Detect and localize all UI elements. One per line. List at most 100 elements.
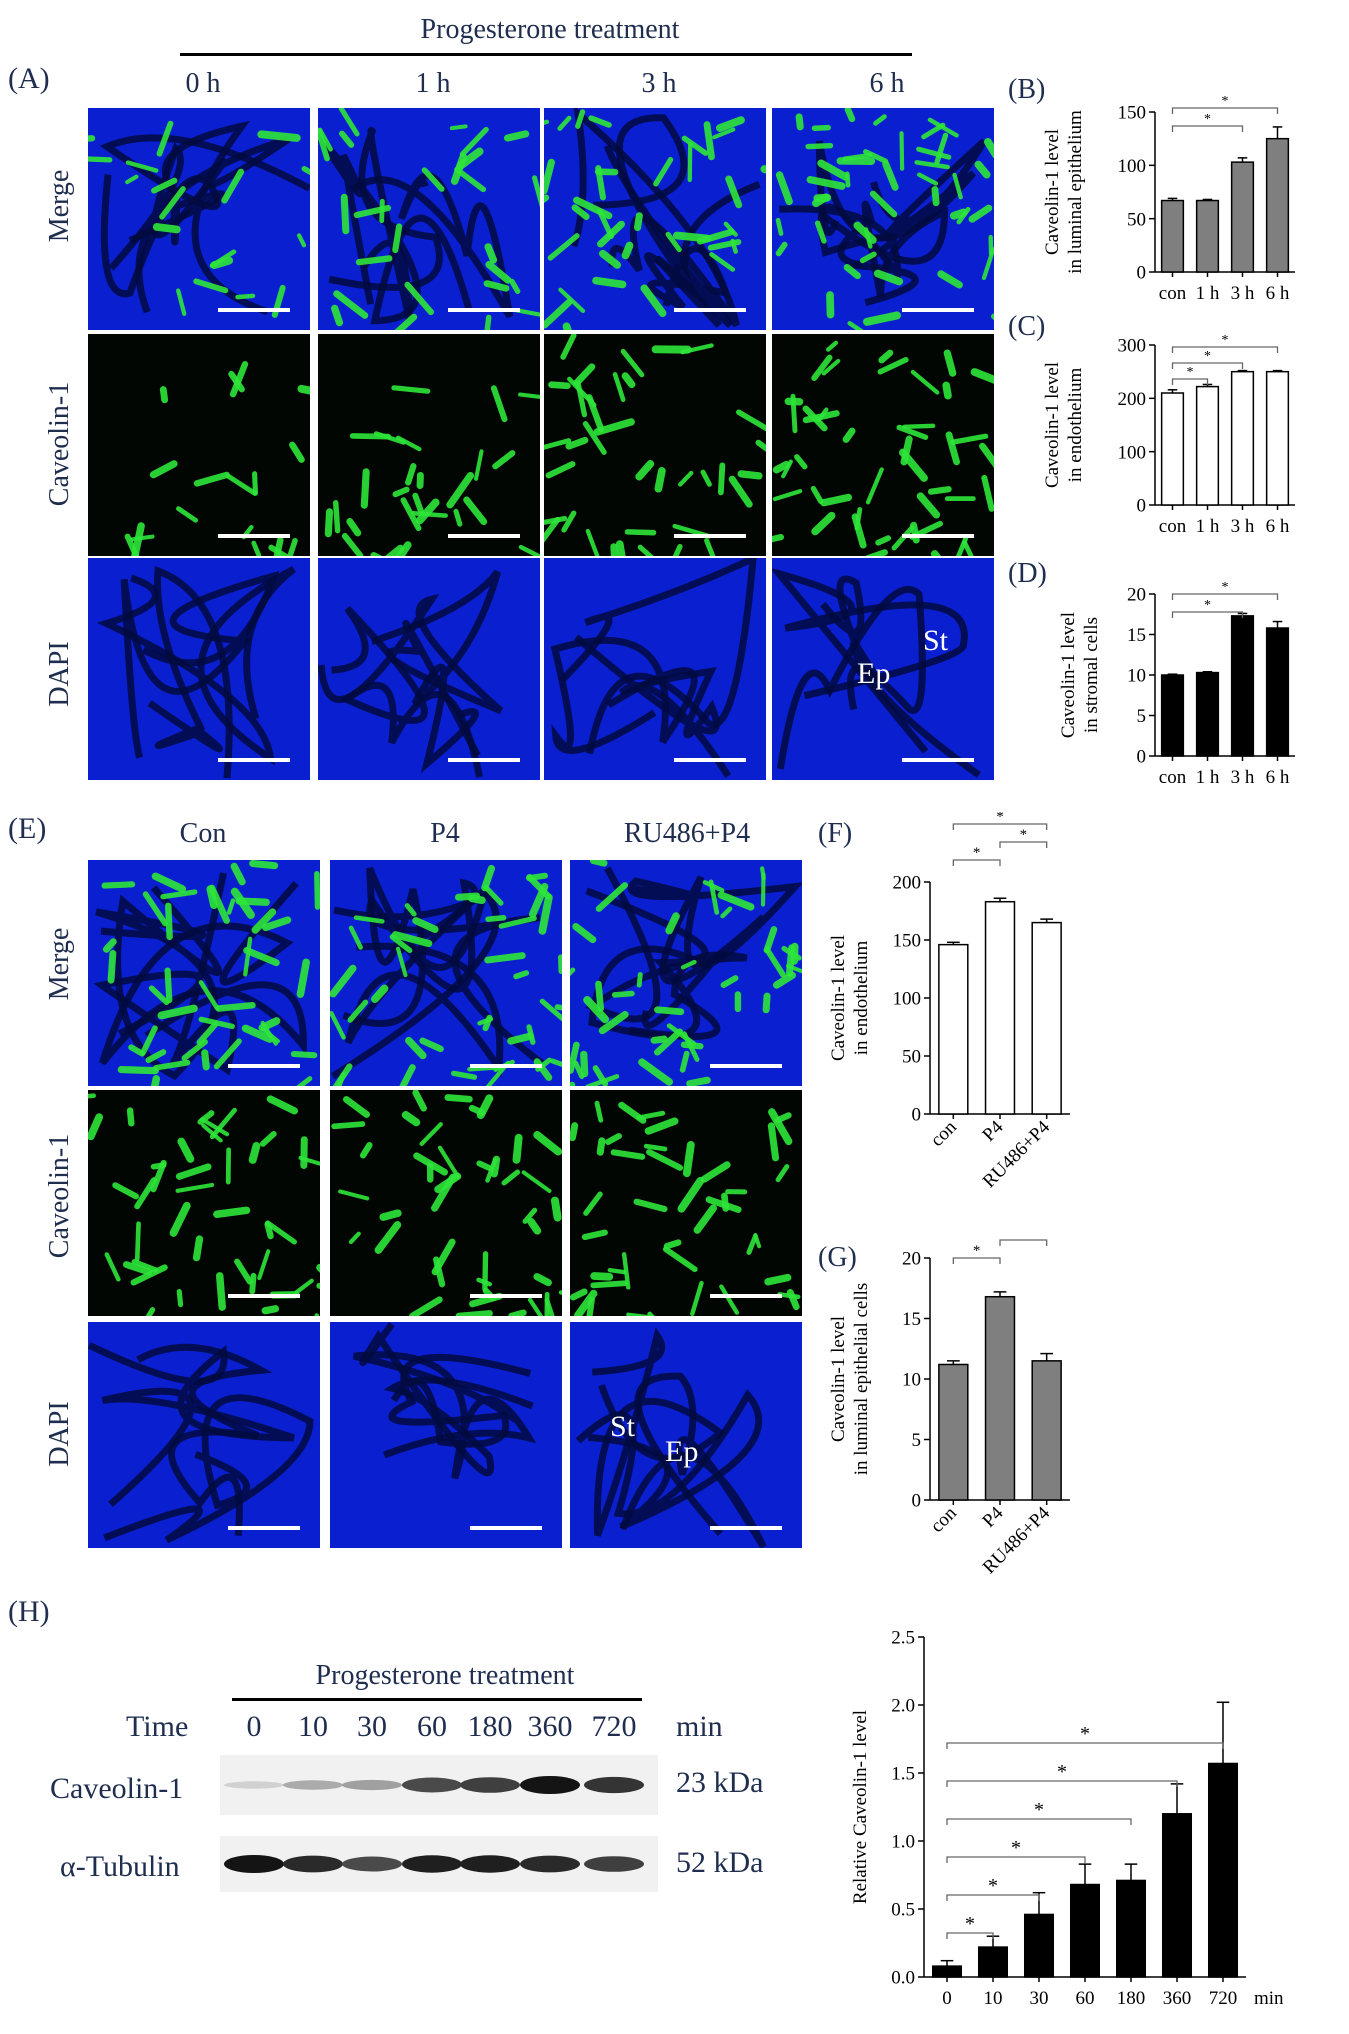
significance-star: * [1011,1837,1021,1859]
y-tick-label: 5 [912,1430,922,1451]
significance-star: * [1204,598,1211,613]
y-tick-label: 200 [1118,389,1147,410]
x-tick-label: 6 h [1266,283,1290,304]
panel-a-ep-label: Ep [857,657,891,690]
panel-a-col-3h: 3 h [641,68,677,99]
bar-1 h [1195,671,1220,757]
time-label-0: 0 [246,1710,262,1743]
y-tick-label: 2.5 [891,1628,915,1649]
panel-e-tile-r1-c0 [88,1090,320,1316]
chart-f: 0 50 100 150 200 Caveolin-1 level in endotheli… [818,812,1070,1192]
scale-bar [228,1526,300,1530]
significance-bracket [1171,125,1244,132]
panel-a-tile-r0-c2 [544,108,766,330]
panel-e-col-con: Con [179,818,227,849]
y-axis-label: in stromal cells [1081,617,1102,733]
panel-label: (D) [1008,558,1047,589]
panel-a-tile-r1-c1 [318,334,540,556]
x-tick-label: 1 h [1196,767,1220,788]
significance-bracket [952,823,1048,830]
significance-star: * [1222,333,1229,348]
y-axis-label: in endothelium [851,941,872,1056]
chart-c: 0 100 200 300 Caveolin-1 level in endothelium… [1008,311,1295,537]
x-tick-label: 3 h [1231,516,1255,537]
y-tick-label: 15 [1127,625,1146,646]
panel-a-tile-r2-c3 [772,558,994,780]
blot-band [402,1777,462,1793]
panel-a-treatment-line [180,53,912,56]
x-tick-label: con [927,1502,962,1537]
panel-a-tile-r1-c3 [772,334,994,556]
y-axis-label: Caveolin-1 level [1042,362,1063,488]
y-tick-label: 0 [912,1105,922,1126]
panel-a-tile-r1-c0 [88,334,310,556]
panel-e-tile-r0-c1 [330,860,562,1086]
panel-h-treatment-line [232,1698,642,1701]
significance-bracket [1171,378,1209,385]
x-tick-label: con [1159,767,1187,788]
significance-bracket [1171,362,1244,369]
panel-e-tile-r2-c0 [88,1322,320,1548]
y-tick-label: 0 [912,1491,922,1512]
x-tick-label: 30 [1030,1988,1049,2009]
x-tick-label: 720 [1209,1988,1238,2009]
y-tick-label: 150 [1118,103,1147,124]
chart-g: 0 5 10 15 20 Caveolin-1 level in luminal epith… [818,1238,1070,1578]
y-tick-label: 0.5 [891,1900,915,1921]
bar-3 h [1230,615,1255,757]
significance-bracket [1171,593,1279,600]
scale-bar [228,1294,300,1298]
panel-e-tile-r2-c2 [570,1322,802,1548]
significance-star: * [1080,1723,1090,1745]
y-tick-label: 5 [1137,706,1147,727]
y-tick-label: 100 [1118,156,1147,177]
time-label-720: 720 [591,1710,637,1743]
significance-star: * [1020,1238,1028,1241]
scale-bar [470,1526,542,1530]
significance-bracket [952,1257,1001,1264]
bar-1 h [1195,385,1220,506]
x-tick-label: con [927,1116,962,1151]
panel-a-tile-r0-c0 [88,108,310,330]
chart-d: 0 5 10 15 20 Caveolin-1 level in stromal cells… [1008,558,1295,788]
blot-band [283,1780,343,1790]
x-tick-label: con [1159,283,1187,304]
scale-bar [902,534,974,538]
panel-a-col-6h: 6 h [869,68,905,99]
y-tick-label: 0 [1137,263,1147,284]
x-tick-label: 6 h [1266,767,1290,788]
chart-b: 0 50 100 150 Caveolin-1 level in luminal epit… [1008,74,1295,304]
significance-bracket [946,1856,1086,1863]
x-tick-label: 3 h [1231,283,1255,304]
significance-star: * [1187,365,1194,380]
bar-720 [1207,1762,1239,1978]
y-tick-label: 50 [1127,209,1146,230]
panel-e-col-ru486: RU486+P4 [623,818,751,849]
blot-band [520,1855,580,1873]
bar-3 h [1230,161,1255,273]
panel-a-col-0h: 0 h [185,68,221,99]
bar-P4 [984,900,1016,1115]
bar-180 [1115,1879,1147,1978]
blot-band [224,1855,284,1873]
x-tick-label: 60 [1076,1988,1095,2009]
scale-bar [218,308,290,312]
scale-bar [902,308,974,312]
x-tick-label: 360 [1163,1988,1192,2009]
significance-star: * [973,1243,981,1259]
panel-e-row-dapi: DAPI [44,1401,75,1467]
panel-label: (G) [818,1242,857,1273]
blot-band [520,1776,580,1794]
scale-bar [218,758,290,762]
significance-bracket [999,841,1048,848]
y-axis-label: in luminal epithelial cells [851,1283,872,1476]
panel-a-row-merge: Merge [44,169,75,243]
time-label-30: 30 [357,1710,387,1743]
scale-bar [710,1294,782,1298]
panel-h-time-label: Time [126,1710,189,1743]
bar-6 h [1265,137,1290,273]
panel-a-st-label: St [923,624,949,657]
significance-star: * [1222,94,1229,109]
y-tick-label: 1.0 [891,1832,915,1853]
bar-con [938,943,969,1115]
